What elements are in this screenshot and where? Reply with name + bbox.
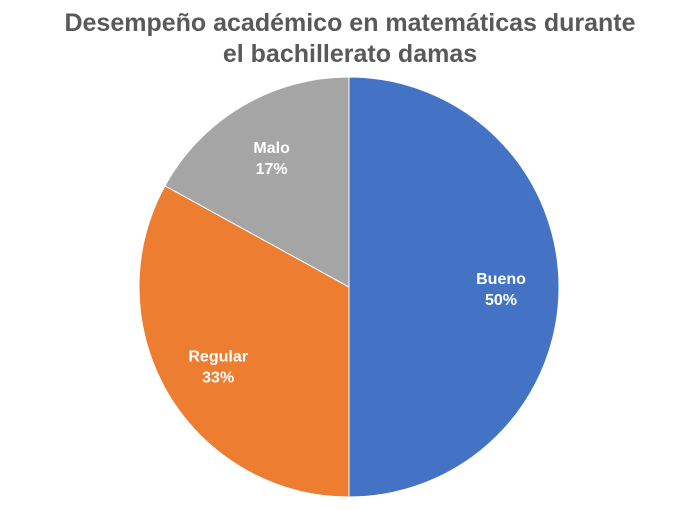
chart-title-line-1: Desempeño académico en matemáticas duran… [64, 9, 636, 37]
slice-value-regular: 33% [202, 369, 234, 386]
pie-slice-bueno [348, 76, 560, 498]
slice-label-malo: Malo [253, 140, 290, 157]
slice-label-regular: Regular [188, 348, 248, 365]
chart-title: Desempeño académico en matemáticas duran… [0, 8, 700, 70]
pie-slice-regular [138, 185, 350, 498]
slice-value-bueno: 50% [485, 292, 517, 309]
pie-slice-malo [164, 76, 350, 288]
pie-slices [138, 76, 560, 498]
slice-value-malo: 17% [256, 161, 288, 178]
pie-labels: Bueno 50% Regular 33% Malo 17% [188, 140, 526, 386]
slice-label-bueno: Bueno [476, 271, 526, 288]
chart-title-line-2: el bachillerato damas [222, 40, 478, 68]
